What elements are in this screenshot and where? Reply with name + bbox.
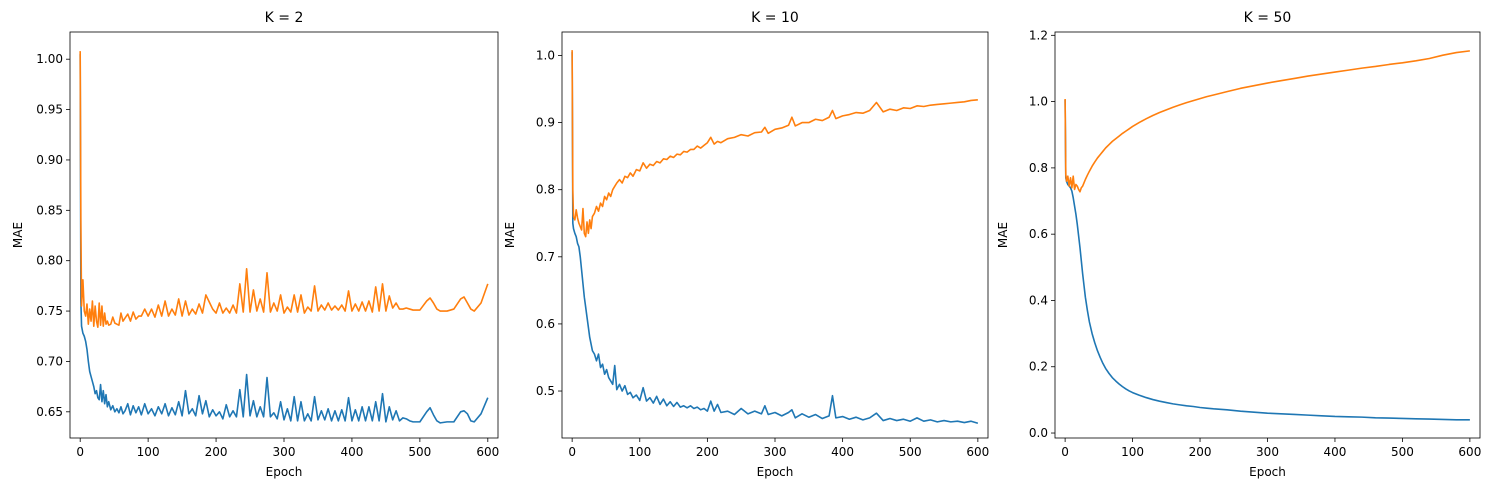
x-tick-label: 600 — [1458, 445, 1481, 459]
series-line-1 — [79, 54, 489, 424]
chart-panel-2: 0 100 200 300 400 500 600 0.5 0.6 0.7 0.8 0.9 1.0 K =… — [503, 10, 989, 479]
y-axis-label: MAE — [996, 222, 1010, 248]
y-tick-label: 0.5 — [536, 384, 555, 398]
y-tick-label: 1.0 — [536, 48, 555, 62]
chart-panel-1: 0 100 200 300 400 500 600 0.65 0.70 0.75 0.80 0.85 0… — [11, 10, 499, 479]
y-tick-label: 0.95 — [36, 103, 63, 117]
x-tick-label: 100 — [628, 445, 651, 459]
y-tick-label: 0.65 — [36, 405, 63, 419]
x-tick-label: 600 — [476, 445, 499, 459]
y-tick-label: 0.85 — [36, 203, 63, 217]
axes-frame — [1054, 31, 1481, 439]
x-tick-label: 200 — [1189, 445, 1212, 459]
series-line-2 — [79, 51, 489, 328]
x-tick-label: 200 — [696, 445, 719, 459]
series-line-2 — [571, 50, 978, 238]
y-tick-label: 0.6 — [536, 317, 555, 331]
x-tick-label: 400 — [340, 445, 363, 459]
y-axis-label: MAE — [11, 222, 25, 248]
x-tick-label: 300 — [1256, 445, 1279, 459]
y-tick-label: 0.2 — [1029, 360, 1048, 374]
x-tick-label: 500 — [408, 445, 431, 459]
chart-title: K = 10 — [751, 10, 799, 26]
x-axis-label: Epoch — [1249, 465, 1286, 479]
y-tick-label: 0.4 — [1029, 293, 1048, 307]
axes-frame — [561, 31, 989, 439]
y-tick-label: 0.6 — [1029, 227, 1048, 241]
x-axis-label: Epoch — [266, 465, 303, 479]
series-line-2 — [1064, 50, 1470, 193]
y-tick-label: 0.8 — [1029, 161, 1048, 175]
y-tick-label: 0.90 — [36, 153, 63, 167]
x-axis-label: Epoch — [757, 465, 794, 479]
chart-title: K = 50 — [1244, 10, 1292, 26]
x-tick-label: 0 — [568, 445, 576, 459]
x-tick-label: 400 — [1324, 445, 1347, 459]
axes-frame — [69, 31, 499, 439]
series-line-1 — [1064, 99, 1470, 421]
y-tick-label: 0.0 — [1029, 426, 1048, 440]
chart-title: K = 2 — [265, 10, 304, 26]
chart-panel-3: 0 100 200 300 400 500 600 0.0 0.2 0.4 0.6 0.8 1.0 1.2… — [996, 10, 1481, 479]
x-tick-label: 500 — [1391, 445, 1414, 459]
x-tick-label: 300 — [764, 445, 787, 459]
y-tick-label: 0.75 — [36, 304, 63, 318]
y-tick-label: 0.80 — [36, 254, 63, 268]
series-line-1 — [571, 52, 979, 425]
x-tick-label: 300 — [273, 445, 296, 459]
x-tick-label: 0 — [1061, 445, 1069, 459]
y-tick-label: 0.7 — [536, 250, 555, 264]
y-tick-label: 0.9 — [536, 116, 555, 130]
x-tick-label: 600 — [966, 445, 989, 459]
y-tick-label: 1.0 — [1029, 95, 1048, 109]
y-tick-label: 1.2 — [1029, 28, 1048, 42]
x-tick-label: 500 — [899, 445, 922, 459]
y-tick-label: 0.8 — [536, 183, 555, 197]
x-tick-label: 400 — [831, 445, 854, 459]
y-tick-label: 0.70 — [36, 354, 63, 368]
x-tick-label: 100 — [1121, 445, 1144, 459]
x-tick-label: 0 — [76, 445, 84, 459]
y-axis-label: MAE — [503, 222, 517, 248]
y-tick-label: 1.00 — [36, 52, 63, 66]
x-tick-label: 200 — [205, 445, 228, 459]
x-tick-label: 100 — [137, 445, 160, 459]
